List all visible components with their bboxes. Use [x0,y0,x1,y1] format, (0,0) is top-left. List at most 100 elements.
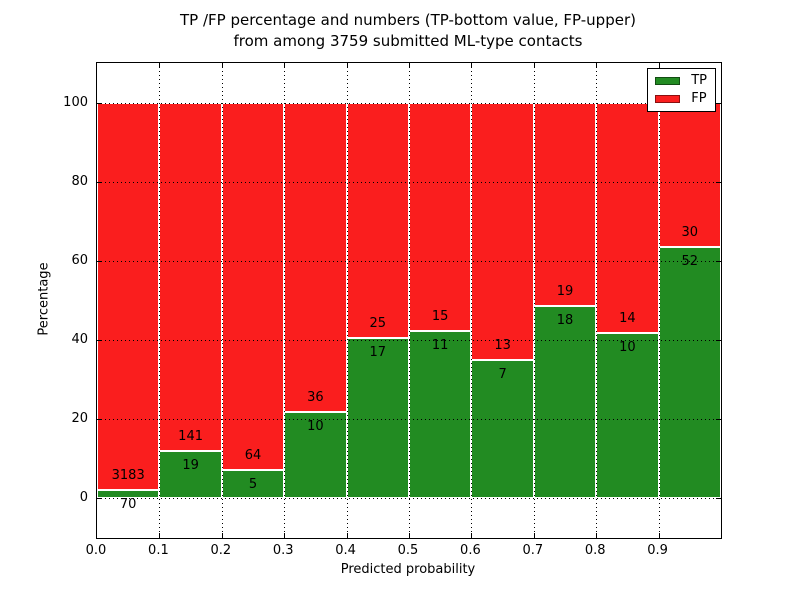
y-tickmark-right [716,260,721,262]
x-tick-label: 0.6 [460,543,481,558]
tp-swatch-icon [655,77,681,85]
bar-segment-fp [159,102,222,452]
v-gridline [284,63,286,538]
x-tick-label: 0.1 [148,543,169,558]
fp-swatch-icon [655,95,681,103]
plot-area: 3183701411964536102517151113719181410305… [96,62,722,539]
v-gridline [471,63,473,538]
bar-segment-fp [409,102,472,331]
y-tickmark-right [716,419,721,421]
fp-count-label: 15 [431,308,449,324]
y-tickmark-left [97,260,102,262]
fp-count-label: 14 [619,311,636,327]
v-gridline [658,63,660,538]
y-tickmark-right [716,498,721,500]
v-gridline [533,63,535,538]
v-gridline [159,63,161,538]
bar-segment-fp [221,102,285,470]
tp-count-label: 10 [307,419,324,435]
chart-title-line2: from among 3759 submitted ML-type contac… [233,32,583,50]
x-tickmark-bottom [471,533,473,538]
tp-count-label: 10 [619,340,636,356]
v-gridline [596,63,598,538]
bar-segment-fp [533,102,597,306]
fp-count-label: 64 [244,447,262,463]
fp-count-label: 30 [681,225,699,241]
y-tickmark-left [97,102,102,104]
x-axis-label: Predicted probability [340,562,476,577]
y-tick-label: 20 [71,411,88,427]
bar-segment-tp [97,489,160,499]
legend-item-tp: TP [655,74,707,88]
x-tick-label: 0.7 [522,543,544,558]
x-tickmark-bottom [533,533,535,538]
x-tickmark-bottom [658,533,660,538]
v-gridline [221,63,223,538]
v-gridline [409,63,410,538]
x-tickmark-top [284,63,286,68]
bar-segment-fp [346,102,409,339]
x-tickmark-bottom [346,533,348,538]
bar-segment-tp [471,359,534,499]
bar-segment-fp [471,102,534,360]
tp-count-label: 11 [431,337,449,353]
bar-segment-tp [284,412,347,499]
fp-count-label: 25 [369,316,387,332]
x-tick-label: 0.5 [397,543,419,558]
tp-count-label: 7 [498,366,507,382]
x-tickmark-bottom [159,533,161,538]
y-tickmark-right [716,102,721,104]
y-tick-label: 60 [71,252,88,268]
tp-count-label: 19 [182,458,199,474]
y-axis-label: Percentage [36,262,52,336]
legend-label: FP [691,91,707,106]
legend-item-fp: FP [655,92,707,106]
fp-count-label: 3183 [111,467,145,483]
bar-segment-tp [159,451,222,499]
x-tickmark-top [221,63,223,68]
fp-count-label: 36 [307,390,324,406]
bar-segment-tp [533,305,597,499]
x-tickmark-top [159,63,161,68]
x-tick-label: 0.3 [272,543,294,558]
tp-count-label: 18 [556,312,574,328]
y-tick-label: 40 [71,332,88,348]
x-tickmark-top [658,63,660,68]
x-tick-label: 0.8 [584,543,606,558]
y-tickmark-right [716,340,721,342]
x-tickmark-bottom [409,533,410,538]
chart-title: TP /FP percentage and numbers (TP-bottom… [96,10,720,52]
tp-count-label: 17 [369,345,387,361]
legend-label: TP [691,73,707,88]
x-tickmark-top [409,63,410,68]
legend: TP FP [647,68,716,112]
bar-segment-tp [409,330,472,499]
x-tick-label: 0.9 [647,543,668,558]
v-gridline [346,63,348,538]
bar-segment-tp [596,333,659,499]
x-tickmark-top [471,63,473,68]
x-tick-label: 0.0 [85,543,107,558]
x-tickmark-top [596,63,598,68]
bar-segment-tp [346,338,409,499]
y-tickmark-left [97,340,102,342]
y-tickmark-left [97,181,102,183]
fp-count-label: 13 [494,337,511,353]
x-tick-label: 0.4 [335,543,356,558]
bar-segment-fp [596,102,659,334]
y-tickmark-left [97,419,102,421]
tp-count-label: 70 [119,496,137,512]
x-tickmark-top [533,63,535,68]
x-tickmark-top [346,63,348,68]
x-tickmark-bottom [221,533,223,538]
y-tickmark-left [97,498,102,500]
tp-count-label: 5 [248,476,258,492]
bar-segment-tp [658,247,721,499]
bar-segment-fp [658,102,721,248]
x-tickmark-bottom [284,533,286,538]
y-tick-label: 0 [79,490,88,506]
y-tickmark-right [716,181,721,183]
y-tick-label: 80 [71,173,88,189]
fp-count-label: 19 [556,283,574,299]
